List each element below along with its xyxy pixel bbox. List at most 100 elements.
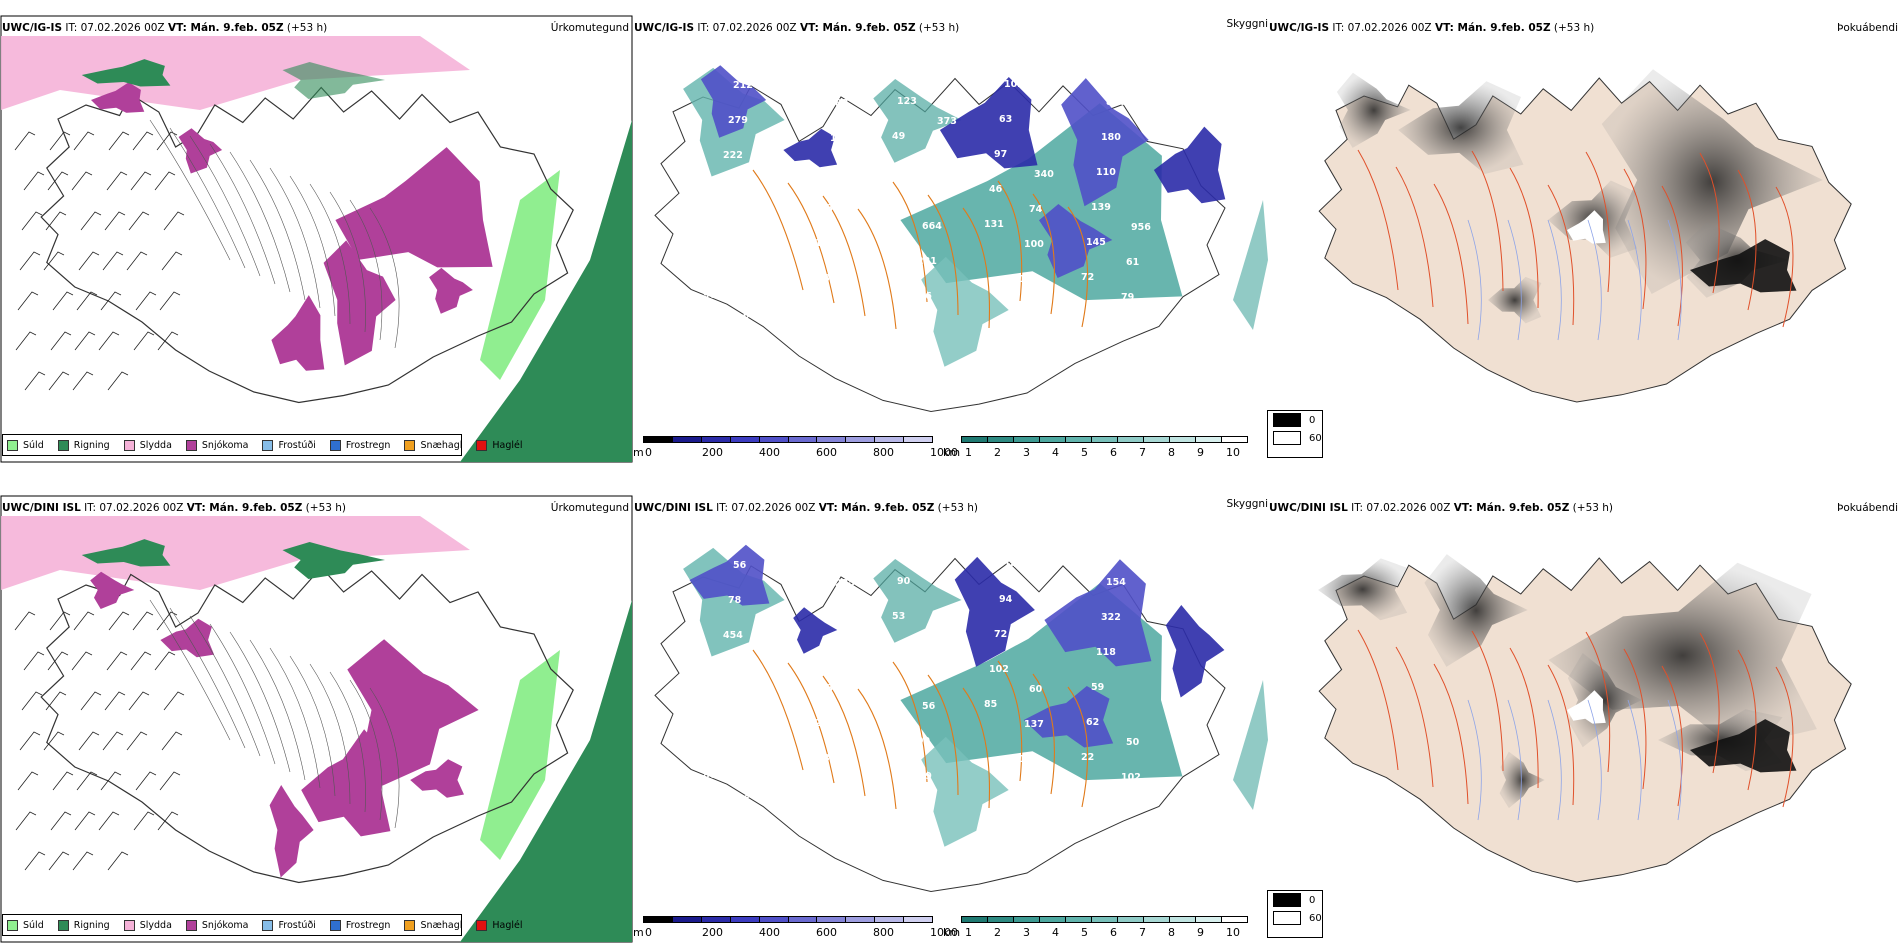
ceiling-bar-segment [730,437,760,442]
lead-time: (+53 h) [937,502,979,514]
visibility-value: 56 [733,560,747,571]
visibility-value: 160 [708,735,728,746]
visibility-value: 53 [892,611,906,622]
fog-index-panel: UWC/DINI ISL IT: 07.02.2026 00Z VT: Mán.… [1268,480,1900,950]
visibility-value: 56 [922,701,936,712]
visibility-value: 60 [932,631,946,642]
precip-legend-swatch [7,439,18,451]
visibility-value: 137 [1024,719,1044,730]
visibility-value: 59 [800,823,814,834]
precip-legend-swatch [7,919,18,931]
precip-legend-item: Slydda [123,439,172,451]
visibility-value: 63 [999,114,1013,125]
visibility-map [654,65,1268,413]
ceiling-bar-segment [875,917,905,922]
visibility-value: 120 [927,666,947,677]
visibility-tick: 2 [994,446,1001,459]
visibility-value: 37 [932,151,946,162]
visibility-tick: 3 [1023,926,1030,939]
ceiling-bar-segment [730,917,760,922]
ceiling-bar-swatches [643,916,933,923]
precip-legend-swatch [476,439,488,451]
visibility-value: 340 [1034,169,1054,180]
visibility-value: 454 [723,630,743,641]
visibility-value: 142 [1004,559,1024,570]
visibility-value: 100 [1024,239,1044,250]
visibility-value: 123 [897,96,917,107]
it-value: 07.02.2026 00Z [99,502,184,514]
ceiling-tick: 800 [873,446,894,459]
ceiling-bar-segment [672,917,702,922]
visibility-value: 59 [1091,682,1105,693]
visibility-tick: 9 [1197,446,1204,459]
visibility-bar-segment [1222,437,1247,442]
cloud-legend-label: 60 [1309,912,1322,924]
visibility-value: 88 [805,308,819,319]
visibility-value: 118 [713,220,733,231]
visibility-panel: UWC/IG-IS IT: 07.02.2026 00Z VT: Mán. 9.… [633,0,1323,470]
it-label: IT: [65,22,78,34]
precip-legend-item: Súld [7,919,44,931]
visibility-colorbar: km 1 2 3 4 5 6 7 8 9 10 [943,916,1248,946]
precip-legend-swatch [329,439,341,451]
visibility-bar-segment [962,917,988,922]
ceiling-bar-segment [875,437,905,442]
precip-legend-label: Súld [23,439,44,451]
visibility-value: 158 [907,806,927,817]
precip-map [0,495,633,943]
model-name: UWC/DINI ISL [2,502,81,514]
precip-legend-swatch [123,439,135,451]
visibility-tick: 3 [1023,446,1030,459]
lead-time: (+53 h) [286,22,328,34]
visibility-bar-segment [1014,437,1040,442]
precip-legend-swatch [262,439,274,451]
visibility-value: 235 [835,578,855,589]
ceiling-colorbar: m 0 200 400 600 800 1000 [633,436,958,466]
visibility-tick: 9 [1197,926,1204,939]
precip-legend-label: Haglél [492,439,523,451]
precip-type-label: Úrkomutegund [550,502,629,514]
panel-title: UWC/IG-IS IT: 07.02.2026 00Z VT: Mán. 9.… [634,22,959,34]
cloud-legend-swatch [1273,413,1301,427]
precip-legend-label: Frostúði [278,439,316,451]
visibility-unit: km [943,446,961,459]
visibility-value: 63 [825,648,839,659]
visibility-panel: UWC/DINI ISL IT: 07.02.2026 00Z VT: Mán.… [633,480,1323,950]
precip-legend-label: Snæhagl [420,439,463,451]
visibility-bar-segment [1118,437,1144,442]
visibility-value: 60 [1029,684,1043,695]
visibility-value: 212 [733,80,753,91]
visibility-tick: 4 [1052,446,1059,459]
it-label: IT: [697,22,710,34]
ceiling-tick: 600 [816,446,837,459]
vt-label: VT: Mán. 9.feb. 05Z [186,502,303,514]
precip-legend-label: Frostúði [278,919,316,931]
visibility-value: 205 [815,718,835,729]
visibility-value: 118 [1096,647,1116,658]
ceiling-bar-segment [701,917,731,922]
fog-index-panel: UWC/IG-IS IT: 07.02.2026 00Z VT: Mán. 9.… [1268,0,1900,470]
visibility-value: 279 [748,275,768,286]
visibility-bar-segment [962,437,988,442]
visibility-value: 172 [840,543,860,554]
cloud-legend-swatch [1273,431,1301,445]
visibility-value: 86 [703,770,717,781]
visibility-value: 72 [1081,272,1095,283]
visibility-value: 124 [805,788,825,799]
cloud-legend-label: 0 [1309,414,1316,426]
panel-title: UWC/DINI ISL IT: 07.02.2026 00Z VT: Mán.… [1269,502,1613,514]
visibility-tick: 1 [965,926,972,939]
vt-label: VT: Mán. 9.feb. 05Z [818,502,935,514]
visibility-value: 46 [989,184,1003,195]
precip-legend-item: Frostúði [262,919,316,931]
visibility-value: 203 [718,185,738,196]
visibility-label: Skyggni [1226,18,1269,30]
visibility-value: 90 [703,290,717,301]
visibility-tick: 10 [1226,926,1240,939]
ceiling-tick: 0 [645,926,652,939]
precip-legend-label: Snjókoma [201,439,249,451]
visibility-value: 222 [723,150,743,161]
ceiling-tick: 1000 [930,926,958,939]
ceiling-tick: 200 [702,446,723,459]
precip-legend-item: Haglél [476,919,523,931]
